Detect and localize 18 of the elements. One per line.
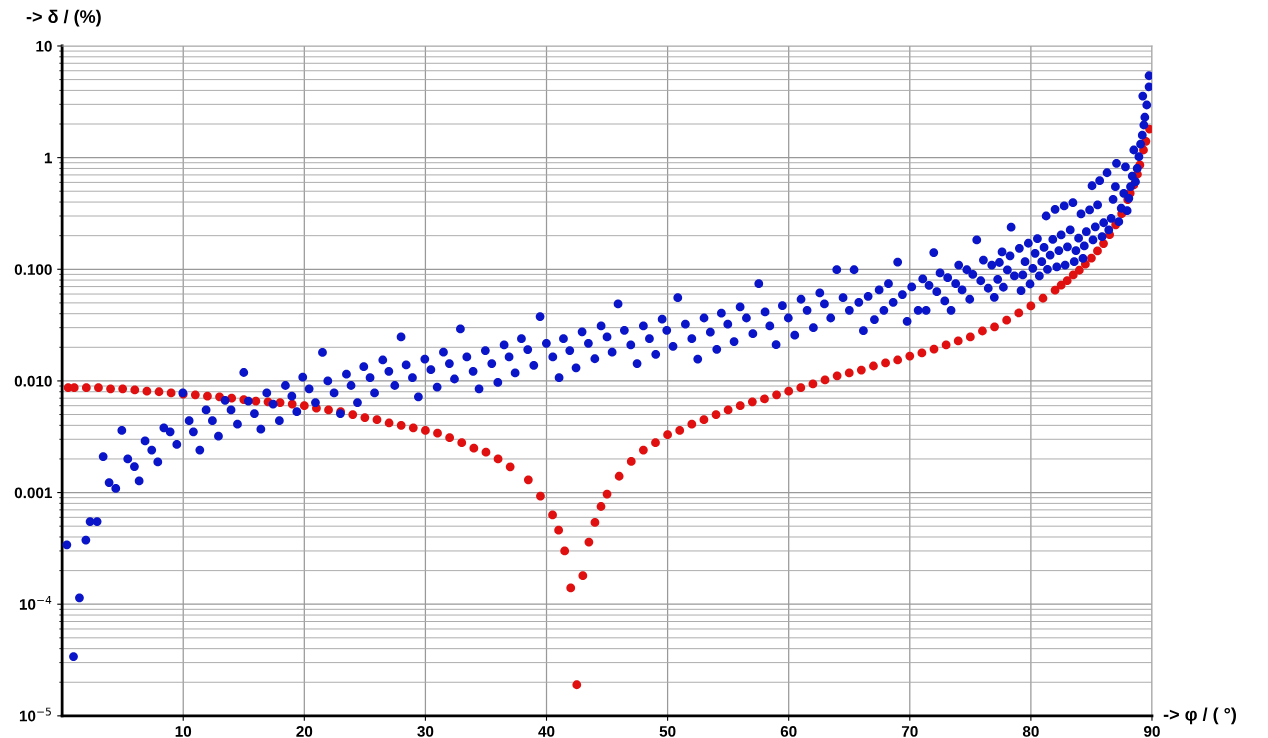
y-tick-label: 10$^{−5}$ xyxy=(19,707,51,722)
y-tick-label: 0.100 xyxy=(14,264,52,275)
x-tick-label: 50 xyxy=(659,725,676,737)
x-tick-label: 40 xyxy=(538,725,555,737)
x-tick-label: 90 xyxy=(1144,725,1160,737)
y-axis-title: -> δ / (%) xyxy=(26,9,101,27)
y-tick-label: 0.010 xyxy=(14,375,52,387)
y-tick-label: 1 xyxy=(44,152,52,164)
x-axis-title: -> φ / ( °) xyxy=(1163,707,1236,725)
x-tick-label: 70 xyxy=(901,725,918,737)
x-tick-label: 20 xyxy=(296,725,313,737)
y-tick-label: 0.001 xyxy=(14,487,52,499)
x-tick-label: 10 xyxy=(175,725,192,737)
x-tick-label: 80 xyxy=(1022,725,1039,737)
x-tick-label: 60 xyxy=(780,725,797,737)
y-tick-label: 10 xyxy=(36,40,52,52)
y-tick-label: 10$^{−4}$ xyxy=(19,596,52,610)
x-tick-label: 30 xyxy=(417,725,434,737)
